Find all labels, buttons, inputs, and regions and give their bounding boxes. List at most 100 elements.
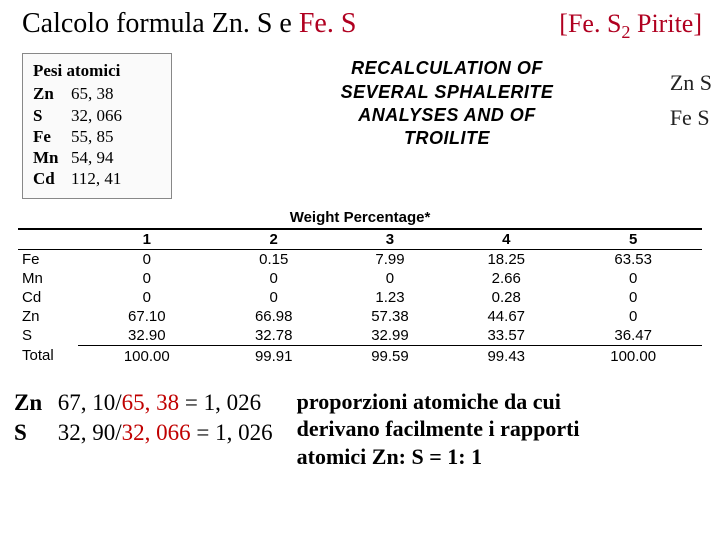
atomic-sym: S [33, 105, 71, 126]
atomic-row: Zn65, 38 [33, 83, 161, 104]
title-right: [Fe. S2 Pirite] [559, 9, 702, 43]
atomic-weights-box: Pesi atomici Zn65, 38 S32, 066 Fe55, 85 … [22, 53, 172, 199]
calc-line: S 32, 90/32, 066 = 1, 026 [14, 418, 273, 448]
handwritten-formulas: Zn S Fe S [670, 65, 712, 135]
note-line: derivano facilmente i rapporti [297, 415, 580, 443]
table-header-row: 1 2 3 4 5 [18, 229, 702, 250]
cell: 0 [564, 269, 702, 288]
title-right-a: [Fe. S [559, 9, 621, 38]
calc-left: Zn 67, 10/65, 38 = 1, 026 S 32, 90/32, 0… [14, 388, 273, 448]
total-label: Total [18, 345, 78, 366]
th-blank [18, 229, 78, 250]
atomic-val: 54, 94 [71, 147, 114, 168]
cell: 7.99 [332, 249, 448, 269]
row-label: Zn [18, 307, 78, 326]
row-label: Mn [18, 269, 78, 288]
atomic-val: 32, 066 [71, 105, 122, 126]
atomic-val: 55, 85 [71, 126, 114, 147]
total-cell: 99.59 [332, 345, 448, 366]
weight-table-wrap: Weight Percentage* 1 2 3 4 5 Fe 0 0.15 7… [18, 209, 702, 366]
cell: 0 [216, 269, 332, 288]
recalc-line: SEVERAL SPHALERITE [341, 81, 554, 104]
calc-line: Zn 67, 10/65, 38 = 1, 026 [14, 388, 273, 418]
hand-line: Zn S [670, 65, 712, 100]
weight-table: 1 2 3 4 5 Fe 0 0.15 7.99 18.25 63.53 Mn … [18, 228, 702, 366]
cell: 18.25 [448, 249, 564, 269]
atomic-header: Pesi atomici [33, 60, 161, 81]
table-row: Fe 0 0.15 7.99 18.25 63.53 [18, 249, 702, 269]
calc-sym: Zn [14, 388, 52, 418]
atomic-sym: Cd [33, 168, 71, 189]
cell: 0 [78, 249, 216, 269]
atomic-row: S32, 066 [33, 105, 161, 126]
title-text-a: Calcolo formula Zn. S e [22, 8, 299, 39]
table-row: S 32.90 32.78 32.99 33.57 36.47 [18, 326, 702, 346]
total-cell: 100.00 [564, 345, 702, 366]
note-line: proporzioni atomiche da cui [297, 388, 580, 416]
table-row: Cd 0 0 1.23 0.28 0 [18, 288, 702, 307]
table-total-row: Total 100.00 99.91 99.59 99.43 100.00 [18, 345, 702, 366]
cell: 36.47 [564, 326, 702, 346]
th: 3 [332, 229, 448, 250]
cell: 44.67 [448, 307, 564, 326]
recalc-line: RECALCULATION OF [341, 57, 554, 80]
table-row: Mn 0 0 0 2.66 0 [18, 269, 702, 288]
th: 1 [78, 229, 216, 250]
mid-row: Pesi atomici Zn65, 38 S32, 066 Fe55, 85 … [0, 49, 720, 199]
calc-den: 65, 38 [122, 390, 180, 415]
cell: 66.98 [216, 307, 332, 326]
row-label: S [18, 326, 78, 346]
calc-rest: = 1, 026 [179, 390, 261, 415]
bottom-row: Zn 67, 10/65, 38 = 1, 026 S 32, 90/32, 0… [0, 366, 720, 471]
calc-den: 32, 066 [122, 420, 191, 445]
title-right-b: Pirite] [631, 9, 703, 38]
cell: 32.78 [216, 326, 332, 346]
atomic-val: 65, 38 [71, 83, 114, 104]
cell: 0.28 [448, 288, 564, 307]
note-line: atomici Zn: S = 1: 1 [297, 443, 580, 471]
cell: 2.66 [448, 269, 564, 288]
total-cell: 99.43 [448, 345, 564, 366]
title-text-b: Fe. S [299, 8, 357, 39]
cell: 32.99 [332, 326, 448, 346]
weight-pct-label: Weight Percentage* [18, 209, 702, 226]
atomic-sym: Zn [33, 83, 71, 104]
row-label: Cd [18, 288, 78, 307]
cell: 0 [332, 269, 448, 288]
cell: 57.38 [332, 307, 448, 326]
cell: 0 [78, 288, 216, 307]
title-right-sub: 2 [621, 22, 630, 42]
table-row: Zn 67.10 66.98 57.38 44.67 0 [18, 307, 702, 326]
cell: 0 [216, 288, 332, 307]
atomic-row: Cd112, 41 [33, 168, 161, 189]
atomic-val: 112, 41 [71, 168, 121, 189]
calc-rest: = 1, 026 [191, 420, 273, 445]
hand-line: Fe S [670, 100, 712, 135]
cell: 0 [78, 269, 216, 288]
cell: 63.53 [564, 249, 702, 269]
title-left: Calcolo formula Zn. S e Fe. S [22, 8, 356, 40]
row-label: Fe [18, 249, 78, 269]
total-cell: 100.00 [78, 345, 216, 366]
cell: 33.57 [448, 326, 564, 346]
total-cell: 99.91 [216, 345, 332, 366]
th: 2 [216, 229, 332, 250]
atomic-sym: Fe [33, 126, 71, 147]
recalc-block: RECALCULATION OF SEVERAL SPHALERITE ANAL… [192, 53, 702, 151]
notes-right: proporzioni atomiche da cui derivano fac… [297, 388, 580, 471]
calc-num: 67, 10/ [58, 390, 122, 415]
recalc-line: TROILITE [341, 127, 554, 150]
cell: 1.23 [332, 288, 448, 307]
atomic-row: Fe55, 85 [33, 126, 161, 147]
th: 4 [448, 229, 564, 250]
calc-sym: S [14, 418, 52, 448]
cell: 0 [564, 307, 702, 326]
cell: 32.90 [78, 326, 216, 346]
title-row: Calcolo formula Zn. S e Fe. S [Fe. S2 Pi… [0, 0, 720, 49]
cell: 0 [564, 288, 702, 307]
calc-num: 32, 90/ [58, 420, 122, 445]
atomic-row: Mn54, 94 [33, 147, 161, 168]
cell: 67.10 [78, 307, 216, 326]
th: 5 [564, 229, 702, 250]
atomic-sym: Mn [33, 147, 71, 168]
